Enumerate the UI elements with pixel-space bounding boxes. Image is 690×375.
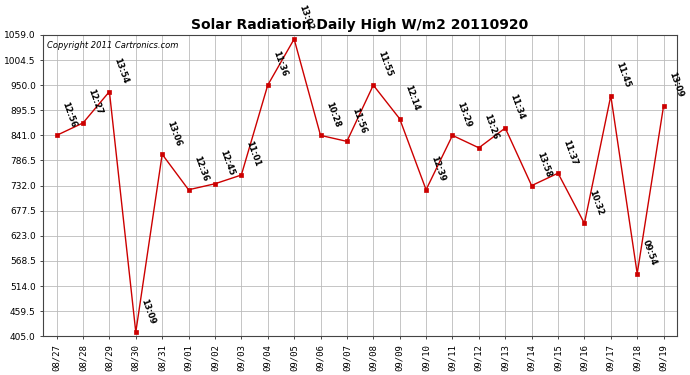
Text: 13:09: 13:09 <box>667 71 684 99</box>
Text: 13:54: 13:54 <box>112 57 130 85</box>
Text: 13:06: 13:06 <box>166 119 183 147</box>
Text: 12:36: 12:36 <box>192 154 209 183</box>
Title: Solar Radiation Daily High W/m2 20110920: Solar Radiation Daily High W/m2 20110920 <box>192 18 529 32</box>
Text: 12:56: 12:56 <box>60 100 77 129</box>
Text: 13:58: 13:58 <box>535 151 553 179</box>
Text: 11:45: 11:45 <box>614 60 631 89</box>
Text: 13:02: 13:02 <box>297 4 315 32</box>
Text: 12:45: 12:45 <box>218 148 236 177</box>
Text: 11:55: 11:55 <box>377 50 394 78</box>
Text: 10:32: 10:32 <box>588 188 605 216</box>
Text: 11:37: 11:37 <box>561 138 579 166</box>
Text: 11:01: 11:01 <box>244 140 262 168</box>
Text: 13:29: 13:29 <box>455 100 473 129</box>
Text: 12:39: 12:39 <box>429 155 447 183</box>
Text: 13:09: 13:09 <box>139 297 157 325</box>
Text: 13:26: 13:26 <box>482 113 500 141</box>
Text: 11:34: 11:34 <box>509 93 526 121</box>
Text: 12:14: 12:14 <box>403 84 420 112</box>
Text: 11:56: 11:56 <box>350 106 368 135</box>
Text: Copyright 2011 Cartronics.com: Copyright 2011 Cartronics.com <box>47 41 178 50</box>
Text: 10:28: 10:28 <box>324 100 342 129</box>
Text: 11:36: 11:36 <box>271 50 288 78</box>
Text: 12:27: 12:27 <box>86 88 104 116</box>
Text: 09:54: 09:54 <box>640 238 658 267</box>
